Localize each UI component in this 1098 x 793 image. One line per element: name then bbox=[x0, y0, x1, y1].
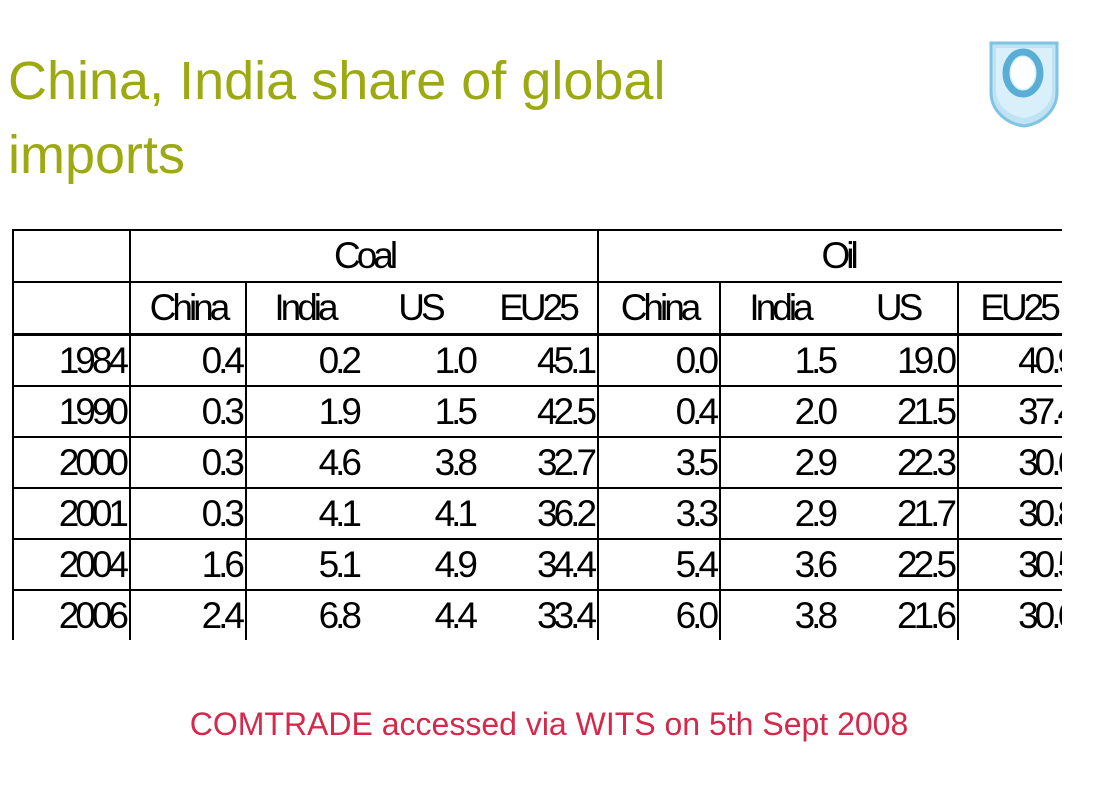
value-cell: 34.4 bbox=[478, 538, 599, 591]
value-cell: 45.1 bbox=[478, 333, 599, 387]
value-cell: 21.7 bbox=[838, 487, 959, 540]
imports-table-container: Coal Oil China India US EU25 China India US EU25 1… bbox=[12, 229, 1062, 651]
source-note: COMTRADE accessed via WITS on 5th Sept 2… bbox=[189, 706, 909, 742]
value-cell: 2.9 bbox=[719, 487, 839, 540]
value-cell: 30.6 bbox=[957, 436, 1062, 489]
value-cell: 4.9 bbox=[362, 538, 478, 591]
value-cell: 5.1 bbox=[245, 538, 362, 591]
value-cell: 33.4 bbox=[478, 589, 599, 640]
column-header-china: China bbox=[129, 281, 246, 336]
university-shield-logo-icon bbox=[989, 41, 1059, 128]
value-cell: 3.8 bbox=[362, 436, 478, 489]
column-header-china: China bbox=[597, 281, 721, 336]
year-cell: 2006 bbox=[12, 589, 131, 640]
value-cell: 1.9 bbox=[245, 385, 362, 438]
column-header-us: US bbox=[362, 281, 478, 336]
title-line-1: China, India share of global bbox=[8, 51, 666, 111]
value-cell: 0.3 bbox=[129, 385, 246, 438]
year-cell: 2001 bbox=[12, 487, 131, 540]
imports-share-table: Coal Oil China India US EU25 China India US EU25 1… bbox=[12, 229, 1062, 640]
value-cell: 2.4 bbox=[129, 589, 246, 640]
title-line-2: imports bbox=[8, 125, 186, 185]
value-cell: 2.9 bbox=[719, 436, 839, 489]
value-cell: 37.4 bbox=[957, 385, 1062, 438]
year-cell: 1984 bbox=[12, 333, 131, 387]
group-header-oil: Oil bbox=[597, 229, 1062, 283]
year-cell: 1990 bbox=[12, 385, 131, 438]
value-cell: 42.5 bbox=[478, 385, 599, 438]
column-header-row: China India US EU25 China India US EU25 bbox=[12, 281, 1062, 336]
value-cell: 1.5 bbox=[362, 385, 478, 438]
column-header-eu25: EU25 bbox=[478, 281, 599, 336]
value-cell: 22.5 bbox=[838, 538, 959, 591]
value-cell: 0.3 bbox=[129, 436, 246, 489]
value-cell: 1.0 bbox=[362, 333, 478, 387]
value-cell: 0.4 bbox=[597, 385, 721, 438]
value-cell: 6.8 bbox=[245, 589, 362, 640]
value-cell: 3.5 bbox=[597, 436, 721, 489]
value-cell: 6.0 bbox=[597, 589, 721, 640]
value-cell: 36.2 bbox=[478, 487, 599, 540]
corner-cell bbox=[12, 229, 131, 283]
page-title: China, India share of global imports bbox=[8, 44, 908, 192]
group-header-coal: Coal bbox=[128, 229, 600, 283]
value-cell: 4.1 bbox=[362, 487, 478, 540]
value-cell: 1.6 bbox=[129, 538, 246, 591]
value-cell: 3.6 bbox=[719, 538, 839, 591]
value-cell: 30.5 bbox=[957, 538, 1062, 591]
year-cell: 2004 bbox=[12, 538, 131, 591]
value-cell: 1.5 bbox=[719, 333, 839, 387]
value-cell: 2.0 bbox=[719, 385, 839, 438]
column-header-eu25: EU25 bbox=[957, 281, 1062, 336]
value-cell: 22.3 bbox=[838, 436, 959, 489]
value-cell: 32.7 bbox=[478, 436, 599, 489]
value-cell: 5.4 bbox=[597, 538, 721, 591]
value-cell: 0.3 bbox=[129, 487, 246, 540]
value-cell: 21.5 bbox=[838, 385, 959, 438]
value-cell: 0.0 bbox=[597, 333, 721, 387]
group-header-row: Coal Oil bbox=[12, 229, 1062, 283]
value-cell: 30.8 bbox=[957, 487, 1062, 540]
year-header-cell bbox=[12, 281, 131, 336]
value-cell: 4.4 bbox=[362, 589, 478, 640]
column-header-india: India bbox=[245, 281, 362, 336]
value-cell: 3.8 bbox=[719, 589, 839, 640]
value-cell: 40.9 bbox=[957, 333, 1062, 387]
value-cell: 19.0 bbox=[838, 333, 959, 387]
value-cell: 0.4 bbox=[129, 333, 246, 387]
value-cell: 30.6 bbox=[957, 589, 1062, 640]
value-cell: 4.6 bbox=[245, 436, 362, 489]
column-header-us: US bbox=[838, 281, 959, 336]
column-header-india: India bbox=[719, 281, 839, 336]
year-cell: 2000 bbox=[12, 436, 131, 489]
value-cell: 3.3 bbox=[597, 487, 721, 540]
value-cell: 0.2 bbox=[245, 333, 362, 387]
value-cell: 4.1 bbox=[245, 487, 362, 540]
value-cell: 21.6 bbox=[838, 589, 959, 640]
